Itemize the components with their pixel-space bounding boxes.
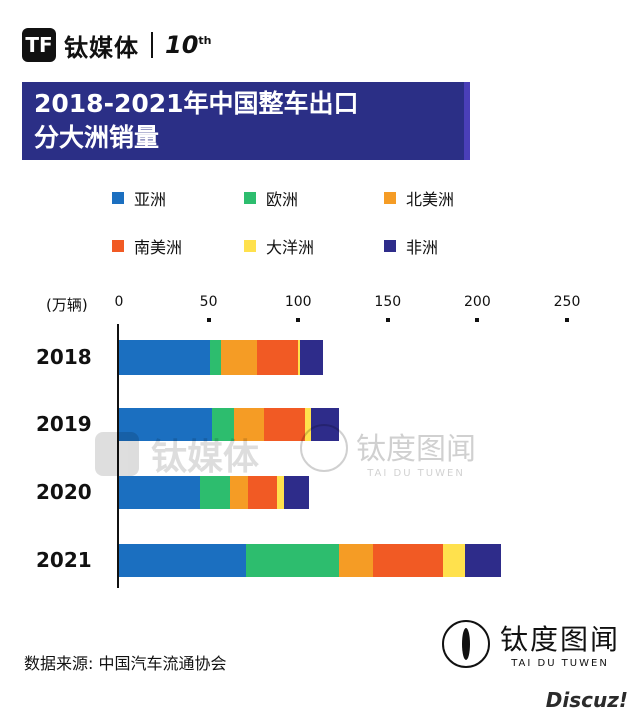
bar-segment [119, 408, 213, 441]
legend-swatch [244, 192, 256, 204]
y-category-label: 2020 [36, 479, 92, 504]
bar-segment [256, 340, 299, 375]
legend-label: 大洋洲 [266, 238, 315, 257]
legend-label: 亚洲 [134, 190, 167, 209]
y-category-label: 2021 [36, 547, 92, 572]
bar-segment [276, 476, 284, 509]
brand-header: TF 钛媒体 10th [22, 26, 212, 64]
y-category-label: 2019 [36, 411, 92, 436]
legend-item: 欧洲 [244, 186, 298, 210]
legend-item: 北美洲 [384, 186, 454, 210]
legend-item: 大洋洲 [244, 234, 314, 258]
discuz-watermark: Discuz! [545, 688, 628, 712]
bar-segment [199, 476, 231, 509]
x-tick-label: 100 [284, 294, 312, 310]
anniversary-number: 10 [165, 31, 199, 59]
x-tick-mark [385, 318, 390, 322]
x-tick-label: 50 [199, 294, 218, 310]
x-tick-label: 250 [553, 294, 581, 310]
anniversary-suffix: th [198, 34, 212, 47]
bar-segment [210, 340, 222, 375]
stamp-title: 钛度图闻 [500, 623, 621, 656]
x-tick-mark [296, 318, 301, 322]
legend-item: 亚洲 [112, 186, 166, 210]
bar-segment [339, 544, 374, 577]
bar-segment [230, 476, 248, 509]
bar-segment [221, 340, 257, 375]
bar-segment [464, 544, 501, 577]
watermark-title: 钛度图闻 [356, 432, 476, 467]
legend-swatch [384, 192, 396, 204]
stamp-sub: TAI DU TUWEN [511, 658, 609, 669]
eye-logo-icon [442, 619, 490, 668]
brand-divider [151, 32, 153, 58]
legend-swatch [244, 240, 256, 252]
x-tick-label: 0 [114, 294, 124, 310]
watermark-sub: TAI DU TUWEN [367, 468, 465, 479]
bar-segment [305, 408, 311, 441]
x-tick-mark [565, 318, 569, 322]
bar-segment [264, 408, 306, 441]
bar-segment [119, 476, 200, 509]
brand-name: 钛媒体 [64, 33, 139, 62]
x-tick-mark [475, 318, 480, 322]
legend-label: 欧洲 [266, 190, 299, 209]
y-category-label: 2018 [36, 344, 92, 369]
unit-label: (万辆) [46, 296, 88, 314]
bar-segment [212, 408, 234, 441]
chart-title-line2: 分大洲销量 [34, 123, 160, 152]
bar-segment [310, 408, 340, 441]
bar-segment [299, 340, 324, 375]
bar-segment [248, 476, 277, 509]
bar-segment [233, 408, 265, 441]
bar-segment [443, 544, 465, 577]
bar-segment [373, 544, 444, 577]
watermark-tuwen: 钛度图闻 TAI DU TUWEN [300, 424, 476, 479]
legend-label: 南美洲 [134, 238, 183, 257]
chart-title: 2018-2021年中国整车出口 分大洲销量 [22, 82, 470, 160]
legend-swatch [384, 240, 396, 252]
y-axis-line [117, 324, 119, 588]
chart-title-line1: 2018-2021年中国整车出口 [34, 89, 359, 118]
bar-segment [246, 544, 340, 577]
bar-segment [283, 476, 309, 509]
bar-segment [298, 340, 300, 375]
x-tick-mark [206, 318, 211, 322]
legend-swatch [112, 240, 124, 252]
legend-item: 非洲 [384, 234, 438, 258]
x-tick-label: 150 [374, 294, 402, 310]
brand-anniversary: 10th [165, 31, 212, 59]
x-tick-label: 200 [464, 294, 491, 310]
tuwen-stamp: 钛度图闻 TAI DU TUWEN [442, 618, 620, 669]
legend-label: 北美洲 [406, 190, 455, 209]
data-source: 数据来源: 中国汽车流通协会 [24, 654, 227, 673]
bar-segment [119, 340, 211, 375]
brand-logo-icon: TF [22, 28, 56, 62]
legend-swatch [112, 192, 124, 204]
bar-segment [119, 544, 247, 577]
legend-item: 南美洲 [112, 234, 182, 258]
legend-label: 非洲 [406, 238, 439, 257]
